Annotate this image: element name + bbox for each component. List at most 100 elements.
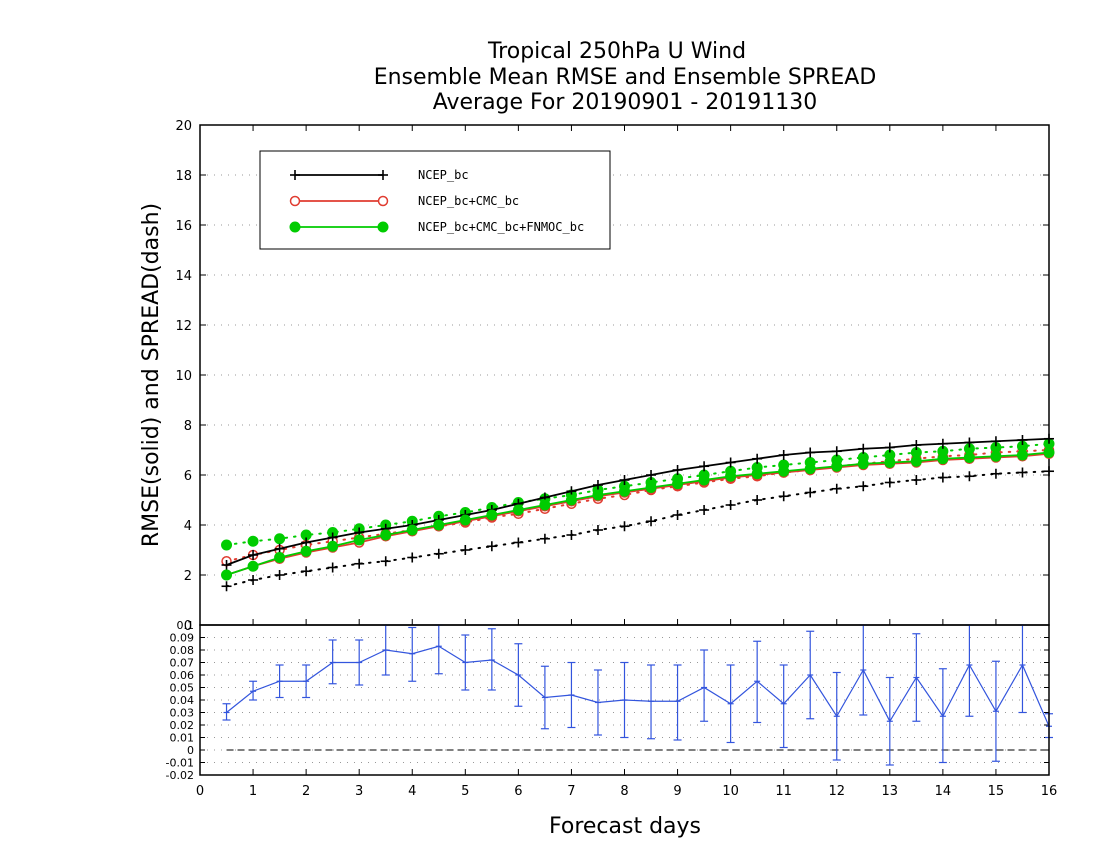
y-tick-label: 6	[184, 469, 192, 484]
error-bar	[673, 664, 682, 741]
legend-marker	[378, 170, 388, 180]
spread-point	[539, 533, 550, 544]
x-tick-label: 5	[461, 784, 469, 799]
spread-point	[354, 558, 365, 569]
error-bar	[806, 630, 815, 720]
y-tick-label: 14	[175, 269, 192, 284]
spread-point	[937, 472, 948, 483]
y-tick-label: 10	[175, 369, 192, 384]
rmse-point	[910, 455, 922, 467]
rmse-point	[858, 443, 869, 454]
y-tick-label: 0.06	[170, 669, 195, 682]
spread-point	[221, 581, 232, 592]
rmse-point	[804, 463, 816, 475]
y-tick-label: 20	[175, 119, 192, 134]
rmse-point	[247, 560, 259, 572]
rmse-point	[592, 480, 603, 490]
spread-series-ncep-bc-cmc-bc	[221, 444, 1055, 567]
spread-point	[699, 505, 710, 515]
rmse-point	[459, 514, 471, 526]
spread-point	[1017, 467, 1028, 478]
rmse-point	[248, 550, 259, 560]
spread-point	[221, 539, 233, 551]
x-tick-label: 3	[355, 784, 363, 799]
error-bar	[859, 624, 868, 716]
y-tick-label: 0.01	[170, 732, 195, 745]
rmse-point	[592, 489, 604, 501]
spread-line	[225, 442, 1050, 546]
rmse-point	[619, 485, 630, 497]
rmse-point	[672, 465, 683, 475]
legend-marker	[377, 221, 389, 233]
y-tick-label: -0.01	[166, 757, 194, 770]
rmse-point	[353, 534, 365, 546]
difference-panel: -0.02-0.0100.010.020.030.040.050.060.070…	[166, 619, 1058, 799]
spread-point	[566, 530, 577, 540]
chart-title-line2: Ensemble Mean RMSE and Ensemble SPREAD	[374, 65, 877, 90]
spread-point	[752, 495, 763, 505]
rmse-point	[884, 442, 895, 453]
rmse-line	[226, 451, 1050, 576]
error-bar	[540, 665, 549, 730]
error-bar	[885, 676, 894, 766]
spread-point	[672, 510, 683, 520]
legend-box	[259, 150, 611, 250]
x-tick-label: 8	[620, 784, 628, 799]
y-tick-label: 16	[175, 219, 192, 234]
spread-point	[1044, 466, 1054, 477]
error-bar	[726, 664, 735, 744]
rmse-point	[565, 494, 577, 506]
y-tick-label: 4	[184, 519, 192, 534]
legend-label: NCEP_bc	[418, 168, 469, 182]
rmse-point	[645, 482, 657, 493]
spread-point	[460, 545, 471, 555]
y-tick-label: 0	[184, 619, 192, 634]
y-tick-label: 0.03	[170, 707, 195, 720]
spread-series-ncep-bc-cmc-bc-fnmoc-bc	[221, 438, 1055, 551]
rmse-point	[539, 499, 551, 511]
legend: NCEP_bc NCEP_bc+CMC_bc NCEP_bc+CMC_bc+FNMO…	[259, 150, 611, 250]
legend-entry: NCEP_bc+CMC_bc+FNMOC_bc	[289, 220, 584, 234]
spread-point	[990, 468, 1001, 479]
error-bar	[620, 661, 629, 739]
x-tick-label: 16	[1041, 784, 1058, 799]
y-tick-label: 0.09	[170, 632, 195, 645]
spread-line	[225, 449, 1050, 563]
rmse-point	[1043, 447, 1055, 458]
y-tick-label: 0.1	[177, 619, 195, 632]
chart-title-line3: Average For 20190901 - 20191130	[433, 90, 818, 115]
spread-point	[619, 521, 630, 532]
x-tick-label: 11	[775, 784, 792, 799]
spread-point	[274, 533, 286, 545]
rmse-point	[937, 438, 948, 449]
rmse-point	[911, 440, 922, 450]
y-tick-label: 8	[184, 419, 192, 434]
spread-point	[380, 556, 391, 567]
y-tick-label: 0.04	[170, 694, 195, 707]
legend-marker	[290, 170, 300, 180]
spread-point	[858, 481, 869, 492]
error-bar	[912, 633, 921, 722]
spread-point	[433, 548, 444, 559]
rmse-point	[831, 446, 842, 457]
error-bar	[514, 643, 523, 707]
spread-series-ncep-bc	[221, 466, 1054, 592]
x-tick-label: 6	[514, 784, 522, 799]
error-bar	[938, 668, 947, 764]
rmse-point	[327, 540, 339, 552]
error-bar	[328, 639, 337, 685]
rmse-point	[778, 465, 790, 477]
spread-point	[725, 500, 736, 510]
spread-point	[964, 471, 975, 482]
y-axis-label: RMSE(solid) and SPREAD(dash)	[139, 203, 164, 547]
x-tick-label: 4	[408, 784, 416, 799]
error-bar	[647, 664, 656, 740]
rmse-point	[831, 460, 843, 472]
rmse-point	[221, 569, 233, 581]
spread-line	[225, 470, 1050, 588]
rmse-point	[1016, 449, 1028, 461]
error-bar	[567, 661, 576, 729]
spread-point	[646, 516, 657, 527]
legend-marker	[289, 195, 301, 207]
